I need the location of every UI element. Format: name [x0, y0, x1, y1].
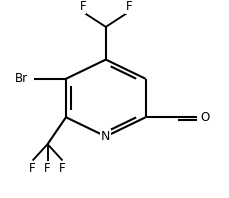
- Text: O: O: [200, 111, 209, 124]
- Text: N: N: [101, 130, 110, 143]
- Text: F: F: [125, 0, 131, 13]
- Text: F: F: [59, 162, 65, 175]
- Text: F: F: [44, 162, 51, 175]
- Text: F: F: [29, 162, 36, 175]
- Text: Br: Br: [14, 72, 27, 85]
- Text: F: F: [79, 0, 86, 13]
